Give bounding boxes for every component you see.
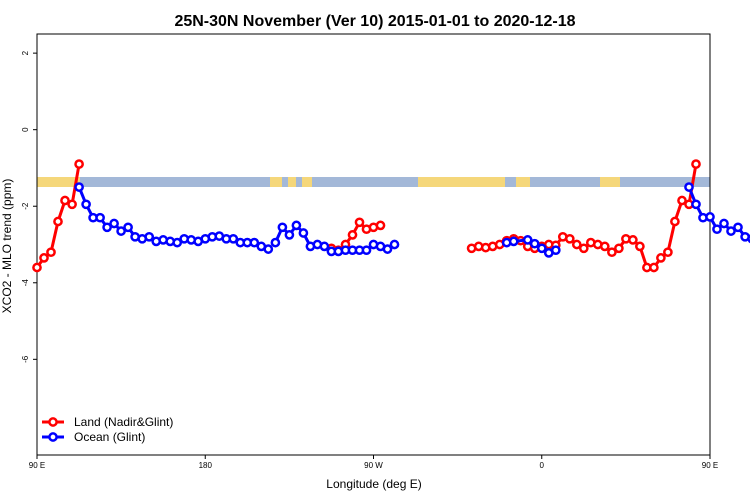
x-tick-label: 180 — [199, 461, 213, 470]
x-tick-label: 90 E — [702, 461, 718, 470]
data-point-ocean — [726, 226, 736, 236]
data-point-ocean — [291, 220, 302, 231]
y-tick-label: -4 — [21, 279, 30, 287]
series-layer — [32, 159, 750, 273]
data-point-land — [60, 195, 70, 206]
data-point-ocean — [95, 212, 105, 223]
legend: Land (Nadir&Glint) Ocean (Glint) — [42, 415, 173, 444]
map-band-land — [302, 177, 312, 187]
data-point-land — [354, 217, 365, 228]
data-point-land — [670, 216, 680, 227]
data-point-ocean — [319, 241, 330, 252]
data-point-land — [628, 235, 638, 245]
x-axis-label: Longitude (deg E) — [326, 477, 421, 491]
data-point-ocean — [123, 222, 133, 233]
legend-label-ocean: Ocean (Glint) — [74, 430, 145, 444]
data-point-land — [649, 262, 659, 273]
data-point-land — [599, 241, 610, 252]
map-band-land — [516, 177, 530, 187]
x-tick-label: 0 — [540, 461, 545, 470]
x-tick-label: 90 E — [29, 461, 45, 470]
data-point-land — [32, 262, 42, 273]
data-point-ocean — [81, 199, 91, 210]
map-band-land — [37, 177, 80, 187]
data-point-ocean — [522, 235, 533, 245]
data-point-ocean — [389, 239, 400, 250]
legend-label-land: Land (Nadir&Glint) — [74, 415, 173, 429]
y-axis: 2 0 -2 -4 -6 — [21, 50, 37, 363]
data-point-ocean — [249, 237, 260, 248]
data-point-ocean — [536, 243, 547, 254]
map-band-land — [600, 177, 620, 187]
y-tick-label: 2 — [21, 50, 30, 55]
data-point-ocean — [550, 245, 561, 256]
map-band-land — [270, 177, 282, 187]
data-point-land — [53, 216, 63, 227]
legend-marker-land — [48, 417, 58, 427]
data-point-land — [564, 233, 575, 244]
data-point-ocean — [284, 230, 295, 240]
data-point-ocean — [529, 238, 540, 249]
data-point-land — [74, 159, 84, 169]
data-point-ocean — [705, 212, 715, 222]
data-point-ocean — [733, 222, 743, 233]
data-point-land — [39, 253, 49, 263]
data-point-land — [691, 159, 701, 169]
data-point-land — [46, 247, 56, 258]
data-point-ocean — [684, 182, 694, 192]
data-point-land — [635, 241, 645, 252]
data-point-land — [347, 230, 358, 240]
map-band — [37, 177, 710, 187]
data-point-ocean — [144, 231, 155, 242]
data-point-land — [578, 243, 589, 254]
data-point-ocean — [719, 218, 729, 229]
data-point-ocean — [508, 236, 519, 247]
data-point-land — [614, 243, 624, 254]
x-tick-label: 90 W — [364, 461, 383, 470]
legend-marker-ocean — [48, 432, 58, 442]
data-point-land — [677, 195, 687, 206]
y-tick-label: 0 — [21, 127, 30, 132]
data-point-ocean — [263, 244, 274, 254]
map-band-land — [288, 177, 296, 187]
x-axis: 90 E 180 90 W 0 90 E — [29, 455, 718, 470]
data-point-land — [375, 220, 386, 231]
data-point-ocean — [116, 226, 126, 236]
data-point-ocean — [172, 237, 183, 248]
map-band-land — [418, 177, 505, 187]
data-point-ocean — [712, 224, 722, 235]
data-point-land — [571, 239, 582, 250]
series-ocean — [74, 182, 750, 258]
y-tick-label: -6 — [21, 355, 30, 363]
data-point-land — [656, 253, 666, 263]
y-tick-label: -2 — [21, 202, 30, 210]
data-point-ocean — [102, 222, 112, 233]
data-point-ocean — [691, 199, 701, 210]
data-point-ocean — [382, 244, 393, 254]
data-point-ocean — [270, 237, 281, 248]
data-point-ocean — [109, 218, 119, 229]
data-point-land — [663, 247, 673, 258]
data-point-ocean — [361, 245, 372, 256]
chart-title: 25N-30N November (Ver 10) 2015-01-01 to … — [174, 13, 575, 30]
data-point-land — [67, 199, 77, 210]
map-band-ocean — [37, 177, 710, 187]
data-point-land — [607, 247, 617, 258]
data-point-ocean — [298, 228, 309, 238]
data-point-ocean — [228, 233, 239, 244]
y-axis-label: XCO2 - MLO trend (ppm) — [0, 179, 14, 314]
data-point-ocean — [74, 182, 84, 192]
data-point-ocean — [277, 222, 288, 233]
